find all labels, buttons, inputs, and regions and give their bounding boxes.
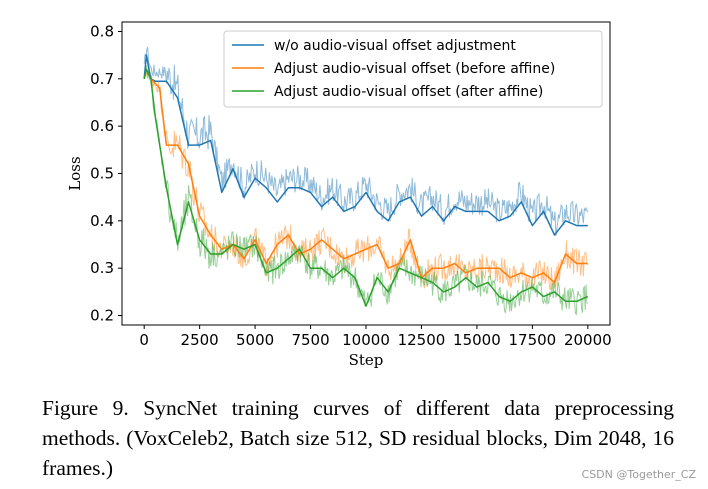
series-line-1 <box>143 54 588 236</box>
y-tick-label: 0.8 <box>90 22 114 40</box>
x-tick-label: 15000 <box>453 331 501 349</box>
legend: w/o audio-visual offset adjustment Adjust… <box>223 30 603 108</box>
figure-caption: Figure 9. SyncNet training curves of dif… <box>42 396 674 480</box>
y-tick-label: 0.7 <box>90 70 114 88</box>
loss-chart: 0 2500 5000 7500 10000 12500 15000 17500 20000 0.… <box>66 21 612 369</box>
legend-label-3: Adjust audio-visual offset (after affine… <box>274 84 543 100</box>
y-tick-label: 0.6 <box>90 117 114 135</box>
x-tick-label: 0 <box>139 331 149 349</box>
x-tick-label: 2500 <box>181 331 219 349</box>
y-tick-label: 0.4 <box>90 212 114 230</box>
x-tick-label: 5000 <box>236 331 274 349</box>
legend-label-1: w/o audio-visual offset adjustment <box>274 38 516 54</box>
x-tick-label: 20000 <box>564 331 612 349</box>
x-tick-label: 7500 <box>291 331 329 349</box>
legend-box <box>223 30 603 108</box>
x-axis-title: Step <box>349 351 384 369</box>
x-tick-label: 12500 <box>398 331 446 349</box>
watermark: CSDN @Together_CZ <box>581 468 696 481</box>
y-tick-label: 0.3 <box>90 259 114 277</box>
y-tick-label: 0.5 <box>90 165 114 183</box>
series-line-3 <box>143 68 589 307</box>
x-tick-label: 10000 <box>342 331 390 349</box>
series-line-2 <box>143 68 588 284</box>
y-tick-label: 0.2 <box>90 307 114 325</box>
y-axis-title: Loss <box>66 156 84 190</box>
x-tick-label: 17500 <box>509 331 557 349</box>
legend-label-2: Adjust audio-visual offset (before affin… <box>274 61 555 77</box>
